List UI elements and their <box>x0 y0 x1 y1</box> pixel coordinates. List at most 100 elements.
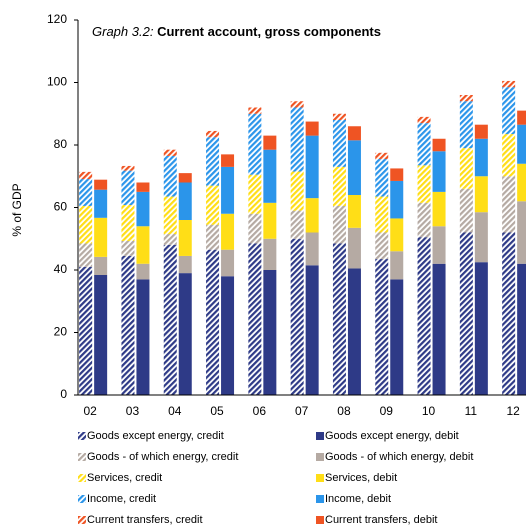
legend-swatch <box>78 453 86 461</box>
bar-segment <box>163 155 177 197</box>
bar-segment <box>417 202 431 238</box>
bar-segment <box>459 101 473 149</box>
bar-segment <box>221 166 235 214</box>
bar-segment <box>474 138 488 177</box>
bar-segment <box>459 188 473 233</box>
legend-swatch <box>316 516 324 524</box>
bar-segment <box>347 195 361 228</box>
legend-label: Goods except energy, debit <box>325 430 459 442</box>
x-tick-label: 12 <box>506 404 520 418</box>
bar-segment <box>390 180 404 219</box>
bar-segment <box>347 227 361 269</box>
legend-swatch <box>78 432 86 440</box>
bar-segment <box>502 80 516 88</box>
bar-segment <box>206 137 220 186</box>
x-tick-label: 02 <box>83 404 97 418</box>
x-tick-label: 10 <box>422 404 436 418</box>
bar-segment <box>474 212 488 263</box>
bar-segment <box>375 152 389 160</box>
y-tick-label: 40 <box>54 262 68 276</box>
bar-segment <box>375 159 389 197</box>
bar-segment <box>290 107 304 172</box>
bar-segment <box>375 259 389 395</box>
legend-label: Services, credit <box>87 472 162 484</box>
legend-swatch <box>316 432 324 440</box>
bar-segment <box>94 189 108 218</box>
x-tick-label: 05 <box>210 404 224 418</box>
bar-segment <box>517 263 526 395</box>
bar-segment <box>432 191 446 227</box>
bar-segment <box>375 196 389 233</box>
y-tick-label: 100 <box>47 75 67 89</box>
bar-segment <box>79 171 93 180</box>
bar-segment <box>305 232 319 266</box>
bar-segment <box>206 130 220 138</box>
bar-segment <box>163 196 177 235</box>
bar-segment <box>136 182 150 192</box>
bar-segment <box>263 149 277 203</box>
bar-segment <box>390 168 404 181</box>
bar-segment <box>248 213 262 244</box>
title-prefix: Graph 3.2: <box>92 24 154 39</box>
legend-label: Goods - of which energy, debit <box>325 451 473 463</box>
x-tick-label: 04 <box>168 404 182 418</box>
x-tick-label: 11 <box>465 404 478 418</box>
bar-segment <box>121 240 135 256</box>
legend-swatch <box>78 495 86 503</box>
bar-segment <box>94 217 108 257</box>
bar-segment <box>121 205 135 241</box>
bar-segment <box>248 107 262 114</box>
bar-segment <box>459 148 473 189</box>
bar-segment <box>502 232 516 395</box>
bar-segment <box>332 113 346 120</box>
bar-segment <box>432 263 446 395</box>
bar-segment <box>347 268 361 395</box>
title-text: Current account, gross components <box>157 24 381 39</box>
bar-segment <box>263 238 277 270</box>
bar-segment <box>332 205 346 244</box>
y-tick-label: 80 <box>54 137 68 151</box>
legend-swatch <box>316 453 324 461</box>
bar-segment <box>206 249 220 395</box>
bar-segment <box>263 135 277 150</box>
bar-segment <box>94 179 108 190</box>
bar-segment <box>517 110 526 125</box>
bar-segment <box>305 265 319 395</box>
x-tick-label: 08 <box>337 404 351 418</box>
bar-segment <box>502 87 516 135</box>
bar-segment <box>163 245 177 395</box>
chart-title: Graph 3.2: Current account, gross compon… <box>92 24 381 39</box>
legend-label: Current transfers, debit <box>325 514 438 526</box>
bar-segment <box>417 123 431 166</box>
bar-segment <box>290 210 304 239</box>
bar-segment <box>121 255 135 395</box>
x-tick-label: 06 <box>253 404 267 418</box>
bar-segment <box>136 191 150 227</box>
bar-segment <box>263 202 277 239</box>
bar-segment <box>248 243 262 395</box>
bar-segment <box>290 171 304 211</box>
bar-segment <box>474 262 488 395</box>
bar-segment <box>248 174 262 214</box>
bar-segment <box>79 266 93 395</box>
bar-segment <box>136 263 150 280</box>
bar-segment <box>79 243 93 267</box>
bar-segment <box>290 238 304 395</box>
bar-segment <box>290 101 304 108</box>
bar-segment <box>390 279 404 395</box>
bar-segment <box>136 279 150 395</box>
bar-segment <box>178 173 192 183</box>
bar-segment <box>432 138 446 152</box>
x-tick-label: 09 <box>380 404 394 418</box>
bar-segment <box>206 185 220 225</box>
bar-segment <box>178 182 192 220</box>
y-tick-label: 20 <box>54 325 68 339</box>
bar-segment <box>121 170 135 205</box>
bar-segment <box>432 151 446 192</box>
bar-segment <box>221 213 235 250</box>
bar-segment <box>163 234 177 245</box>
x-tick-label: 03 <box>126 404 140 418</box>
y-axis-label: % of GDP <box>10 183 24 236</box>
bar-segment <box>502 176 516 233</box>
